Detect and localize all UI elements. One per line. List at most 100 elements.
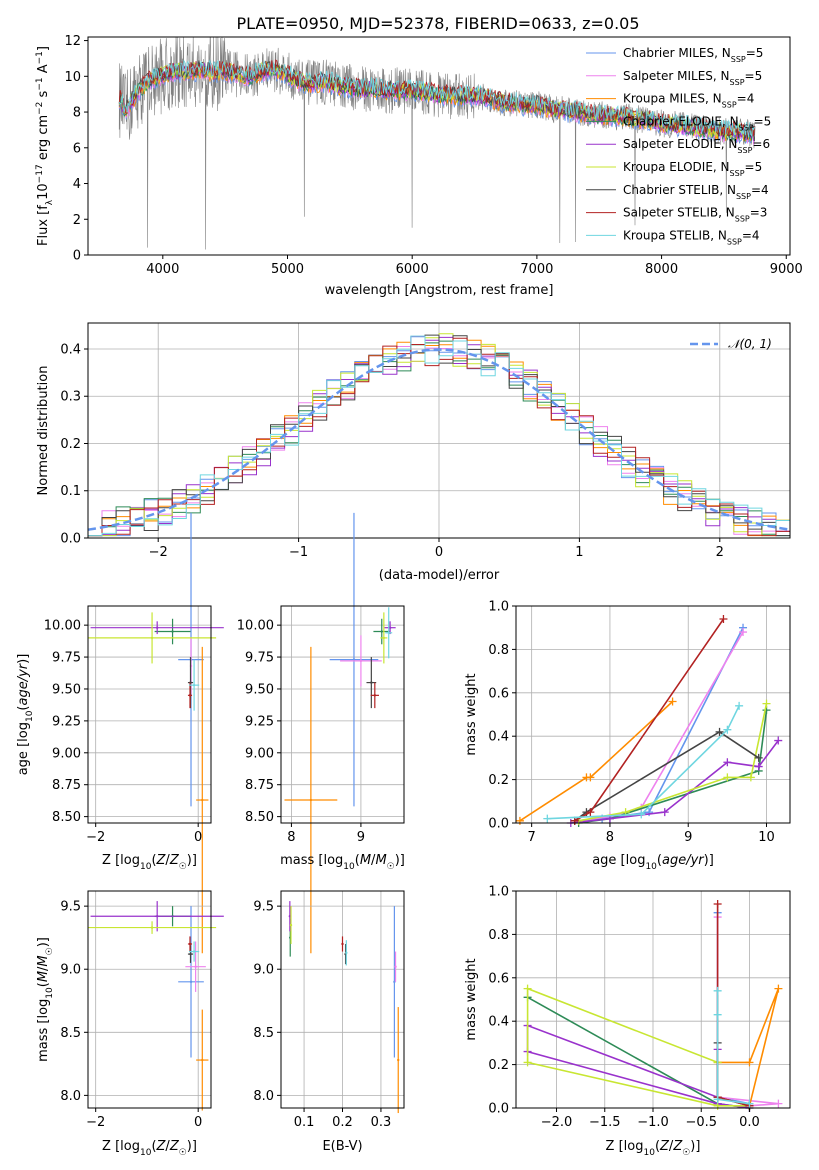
- data-point: [373, 694, 377, 697]
- legend: Chabrier MILES, NSSP=5 Salpeter MILES, NS…: [586, 46, 771, 246]
- tick-label-y: 8.5: [253, 1026, 274, 1041]
- plot-frame: [87, 605, 212, 824]
- mass-weight-marker: [713, 1095, 722, 1104]
- spectrum-data: [118, 36, 756, 250]
- data-point: [155, 915, 159, 918]
- model-spectrum-line-4: [118, 62, 755, 142]
- mass-weight-marker: [754, 753, 763, 762]
- tick-label-x: 0: [435, 545, 443, 560]
- tick-label-y: 9.00: [245, 746, 274, 761]
- tick-label-y: 2: [73, 213, 81, 228]
- tick-label-x: −2: [149, 545, 168, 560]
- tick-label-y: 8.0: [253, 1089, 274, 1104]
- tick-label-x: 2: [716, 545, 724, 560]
- residuals-data: [87, 333, 791, 537]
- mass-weight-marker: [713, 900, 722, 909]
- y-axis-label: mass weight: [464, 673, 479, 755]
- massweight_vs_age-data: [515, 615, 783, 827]
- tick-label-x: 9000: [770, 262, 803, 277]
- data-point: [192, 683, 196, 687]
- mass_vs_ebv-frame: 0.1 0.2 0.3 8.0 8.5 9.0 9.5: [253, 890, 405, 1130]
- data-point: [388, 626, 392, 629]
- tick-label-x: 8: [606, 830, 614, 845]
- tick-label-x: 8: [287, 830, 295, 845]
- mass-weight-marker: [668, 697, 677, 706]
- mass-weight-line-8: [716, 990, 750, 1105]
- legend-label: Kroupa ELODIE, NSSP=5: [623, 160, 762, 178]
- mass-weight-marker: [586, 808, 595, 817]
- mass-weight-marker: [637, 810, 646, 819]
- tick-label-y: 10.00: [237, 619, 274, 634]
- mass_vs_ebv-axes: [281, 891, 404, 1108]
- tick-label-y: 8.50: [245, 810, 274, 825]
- tick-label-y: 0.0: [488, 817, 509, 832]
- tick-label-y: 0.8: [488, 643, 509, 658]
- mass-weight-marker: [774, 1099, 783, 1108]
- mass-weight-marker: [762, 699, 771, 708]
- mass-weight-marker: [713, 986, 722, 995]
- tick-label-y: 9.0: [60, 963, 81, 978]
- tick-label-y: 10: [64, 70, 81, 85]
- mass-weight-marker: [774, 984, 783, 993]
- mass-weight-marker: [713, 1010, 722, 1019]
- tick-label-x: 0.0: [739, 1115, 760, 1130]
- mass-weight-line-0: [574, 627, 744, 822]
- data-point: [155, 626, 159, 629]
- x-axis-label: Z [log10(Z/Z☉)]: [606, 1139, 701, 1158]
- mass-weight-marker: [723, 773, 732, 782]
- massweight_vs_Z-data: [523, 900, 783, 1112]
- mass-weight-marker: [754, 762, 763, 771]
- model-spectrum-line-8: [118, 59, 755, 138]
- legend-label: Chabrier ELODIE, NSSP=5: [623, 114, 771, 131]
- mass-weight-marker: [586, 773, 595, 782]
- tick-label-y: 0.0: [60, 532, 81, 547]
- mass-weight-marker: [715, 727, 724, 736]
- x-axis-label: Z [log10(Z/Z☉)]: [102, 853, 197, 872]
- y-axis-label: Flux [fλ10−17 erg cm−2 s−1 A−1]: [35, 46, 55, 246]
- tick-label-x: 5000: [271, 262, 304, 277]
- mass-weight-marker: [739, 628, 748, 637]
- plot-frame: [515, 605, 791, 824]
- tick-label-x: 0.2: [332, 1115, 353, 1130]
- tick-label-y: 9.25: [52, 714, 81, 729]
- tick-label-x: 9: [357, 830, 365, 845]
- tick-label-y: 8.75: [52, 778, 81, 793]
- legend-label: Kroupa STELIB, NSSP=4: [623, 228, 760, 246]
- tick-label-y: 0.3: [60, 390, 81, 405]
- tick-label-y: 0: [73, 249, 81, 264]
- tick-label-x: 0: [194, 830, 202, 845]
- tick-label-y: 8.0: [60, 1089, 81, 1104]
- tick-label-x: 0.3: [371, 1115, 392, 1130]
- mass-weight-marker: [543, 814, 552, 823]
- mass-weight-line-0: [716, 912, 751, 1106]
- x-axis-label: Z [log10(Z/Z☉)]: [102, 1139, 197, 1158]
- x-axis-label: age [log10(age/yr)]: [592, 853, 714, 872]
- x-axis-label: wavelength [Angstrom, rest frame]: [325, 283, 554, 298]
- data-point: [188, 694, 192, 697]
- age_vs_Z-data: [88, 512, 224, 954]
- tick-label-y: 9.75: [52, 651, 81, 666]
- mass-weight-marker: [745, 1058, 754, 1067]
- tick-label-x: −2.0: [541, 1115, 573, 1130]
- tick-label-y: 0.6: [488, 971, 509, 986]
- mass-weight-marker: [745, 1099, 754, 1108]
- legend-label: Kroupa MILES, NSSP=4: [623, 92, 754, 110]
- mass-weight-line-2: [717, 988, 780, 1106]
- mass_vs_Z-data: [88, 901, 224, 1111]
- legend-label: Chabrier MILES, NSSP=5: [623, 46, 763, 64]
- age_vs_mass-data: [284, 512, 396, 954]
- tick-label-y: 9.00: [52, 746, 81, 761]
- tick-label-y: 0.2: [488, 1058, 509, 1073]
- tick-label-y: 1.0: [488, 885, 509, 900]
- age_vs_mass-axes: [281, 606, 404, 823]
- tick-label-x: 4000: [146, 262, 179, 277]
- data-point: [150, 636, 154, 640]
- mass-weight-line-4: [526, 1024, 750, 1109]
- tick-label-y: 4: [73, 177, 81, 192]
- data-point: [150, 926, 154, 929]
- data-point: [189, 952, 192, 956]
- mass-weight-line-8: [547, 705, 740, 820]
- tick-label-x: 7000: [520, 262, 553, 277]
- tick-label-y: 8: [73, 106, 81, 121]
- tick-label-y: 0.4: [488, 1015, 509, 1030]
